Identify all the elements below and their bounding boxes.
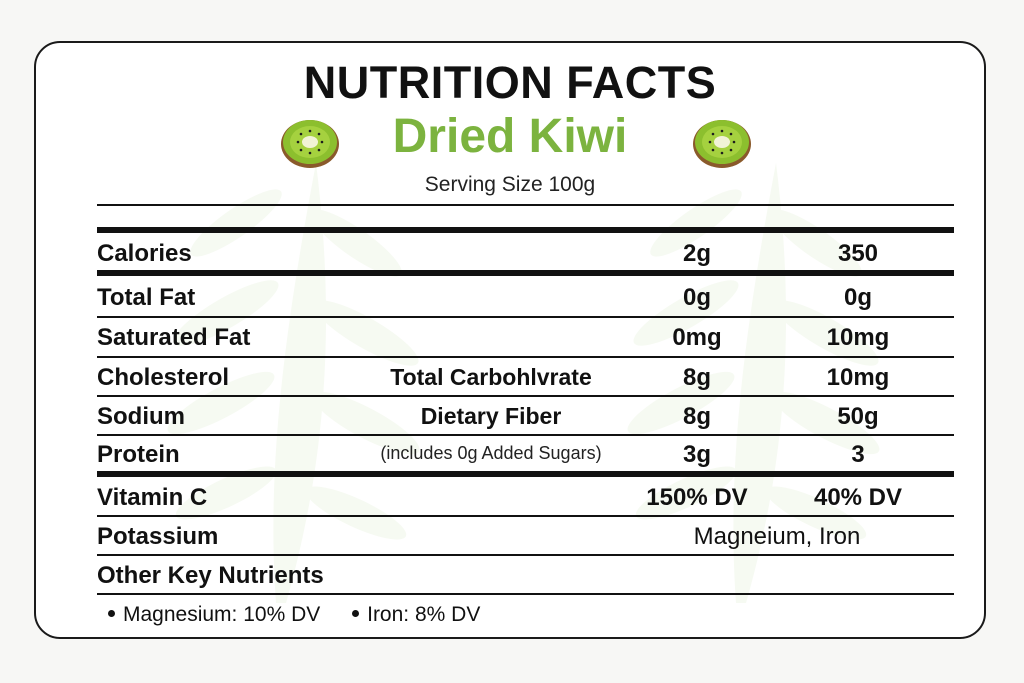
- vitamin-c-value-2: 40% DV: [813, 484, 903, 511]
- cholesterol-value-1: 8g: [682, 364, 711, 391]
- saturated-fat-value-1: 0mg: [672, 324, 722, 351]
- label-title: NUTRITION FACTS: [303, 57, 717, 108]
- vitamin-c-value-1: 150% DV: [646, 484, 748, 511]
- sodium-value-1: 8g: [682, 403, 711, 430]
- bullet-icon: [352, 609, 360, 617]
- divider-thick: [97, 227, 954, 233]
- saturated-fat-value-2: 10mg: [826, 324, 890, 351]
- list-item: Iron: 8% DV: [352, 603, 480, 626]
- divider: [97, 554, 954, 556]
- protein-value-2: 3: [851, 441, 865, 468]
- divider: [97, 316, 954, 318]
- row-middle-dietary-fiber: Dietary Fiber: [420, 403, 562, 429]
- total-fat-value-2: 0g: [843, 284, 872, 311]
- key-nutrients-list: Magnesium: 10% DV Iron: 8% DV: [108, 603, 506, 627]
- nutrition-label-card: NUTRITION FACTS Dried Kiwi Serving Size …: [34, 41, 986, 639]
- row-label-calories: Calories: [97, 240, 192, 267]
- protein-value-1: 3g: [682, 441, 711, 468]
- potassium-value: Magneium, Iron: [693, 523, 861, 550]
- divider: [97, 515, 954, 517]
- row-middle-added-sugars: (includes 0g Added Sugars): [380, 443, 602, 463]
- row-label-other-key-nutrients: Other Key Nutrients: [97, 562, 324, 589]
- row-label-vitamin-c: Vitamin C: [97, 484, 208, 511]
- row-label-protein: Protein: [97, 441, 180, 468]
- divider: [97, 204, 954, 206]
- divider-thick: [97, 471, 954, 477]
- calories-value-2: 350: [837, 240, 879, 267]
- row-label-potassium: Potassium: [97, 523, 219, 550]
- row-label-saturated-fat: Saturated Fat: [97, 324, 251, 351]
- total-fat-value-1: 0g: [682, 284, 711, 311]
- divider: [97, 593, 954, 595]
- calories-value-1: 2g: [682, 240, 711, 267]
- divider: [97, 434, 954, 436]
- product-name: Dried Kiwi: [392, 110, 628, 163]
- bullet-icon: [108, 609, 115, 617]
- sodium-value-2: 50g: [837, 403, 879, 430]
- kiwi-slice-icon: [693, 120, 751, 168]
- serving-size: Serving Size 100g: [424, 173, 596, 196]
- list-item: Magnesium: 10% DV: [108, 603, 320, 626]
- divider-thick: [97, 270, 954, 276]
- kiwi-slice-icon: [281, 120, 339, 168]
- divider: [97, 356, 954, 358]
- nutrient-iron: Iron: 8% DV: [367, 603, 481, 626]
- row-label-cholesterol: Cholesterol: [97, 364, 230, 391]
- divider: [97, 395, 954, 397]
- cholesterol-value-2: 10mg: [826, 364, 890, 391]
- row-middle-total-carbohydrate: Total Carbohlvrate: [390, 364, 592, 390]
- row-label-sodium: Sodium: [97, 403, 185, 430]
- nutrient-magnesium: Magnesium: 10% DV: [123, 603, 321, 626]
- row-label-total-fat: Total Fat: [97, 284, 196, 311]
